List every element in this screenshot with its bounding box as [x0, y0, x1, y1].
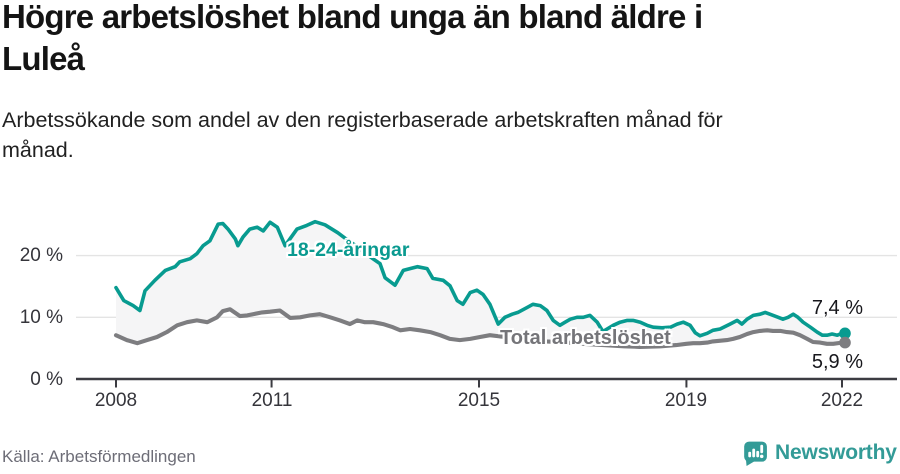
y-axis-label-10: 10 %	[19, 307, 63, 328]
series-line-young	[114, 219, 844, 338]
x-axis-label-2019: 2019	[664, 390, 708, 411]
newsworthy-logo-text: Newsworthy	[775, 441, 897, 464]
series-end-dot-young	[839, 327, 851, 340]
end-value-label-total: 5,9 %	[811, 351, 863, 373]
y-axis-label-0: 0 %	[30, 369, 63, 390]
series-end-dot-total	[839, 336, 851, 349]
series-label-total: Total arbetslöshet	[500, 327, 671, 349]
source-note: Källa: Arbetsförmedlingen	[2, 447, 196, 466]
x-axis-label-2015: 2015	[457, 390, 501, 411]
series-line-total	[113, 307, 845, 349]
series-label-young: 18-24-åringar	[287, 239, 410, 261]
newsworthy-logo: Newsworthy	[742, 440, 897, 466]
y-axis-label-20: 20 %	[19, 245, 63, 266]
end-value-label-young: 7,4 %	[811, 297, 863, 319]
x-axis-label-2022: 2022	[820, 390, 864, 411]
newsworthy-logo-icon	[744, 441, 767, 466]
x-axis-label-2011: 2011	[251, 390, 293, 411]
page-subtitle: Arbetssökande som andel av den registerb…	[2, 108, 723, 162]
page-title: Högre arbetslöshet bland unga än bland ä…	[2, 0, 703, 78]
x-axis-label-2008: 2008	[94, 390, 138, 411]
fill-between-series	[116, 221, 842, 347]
